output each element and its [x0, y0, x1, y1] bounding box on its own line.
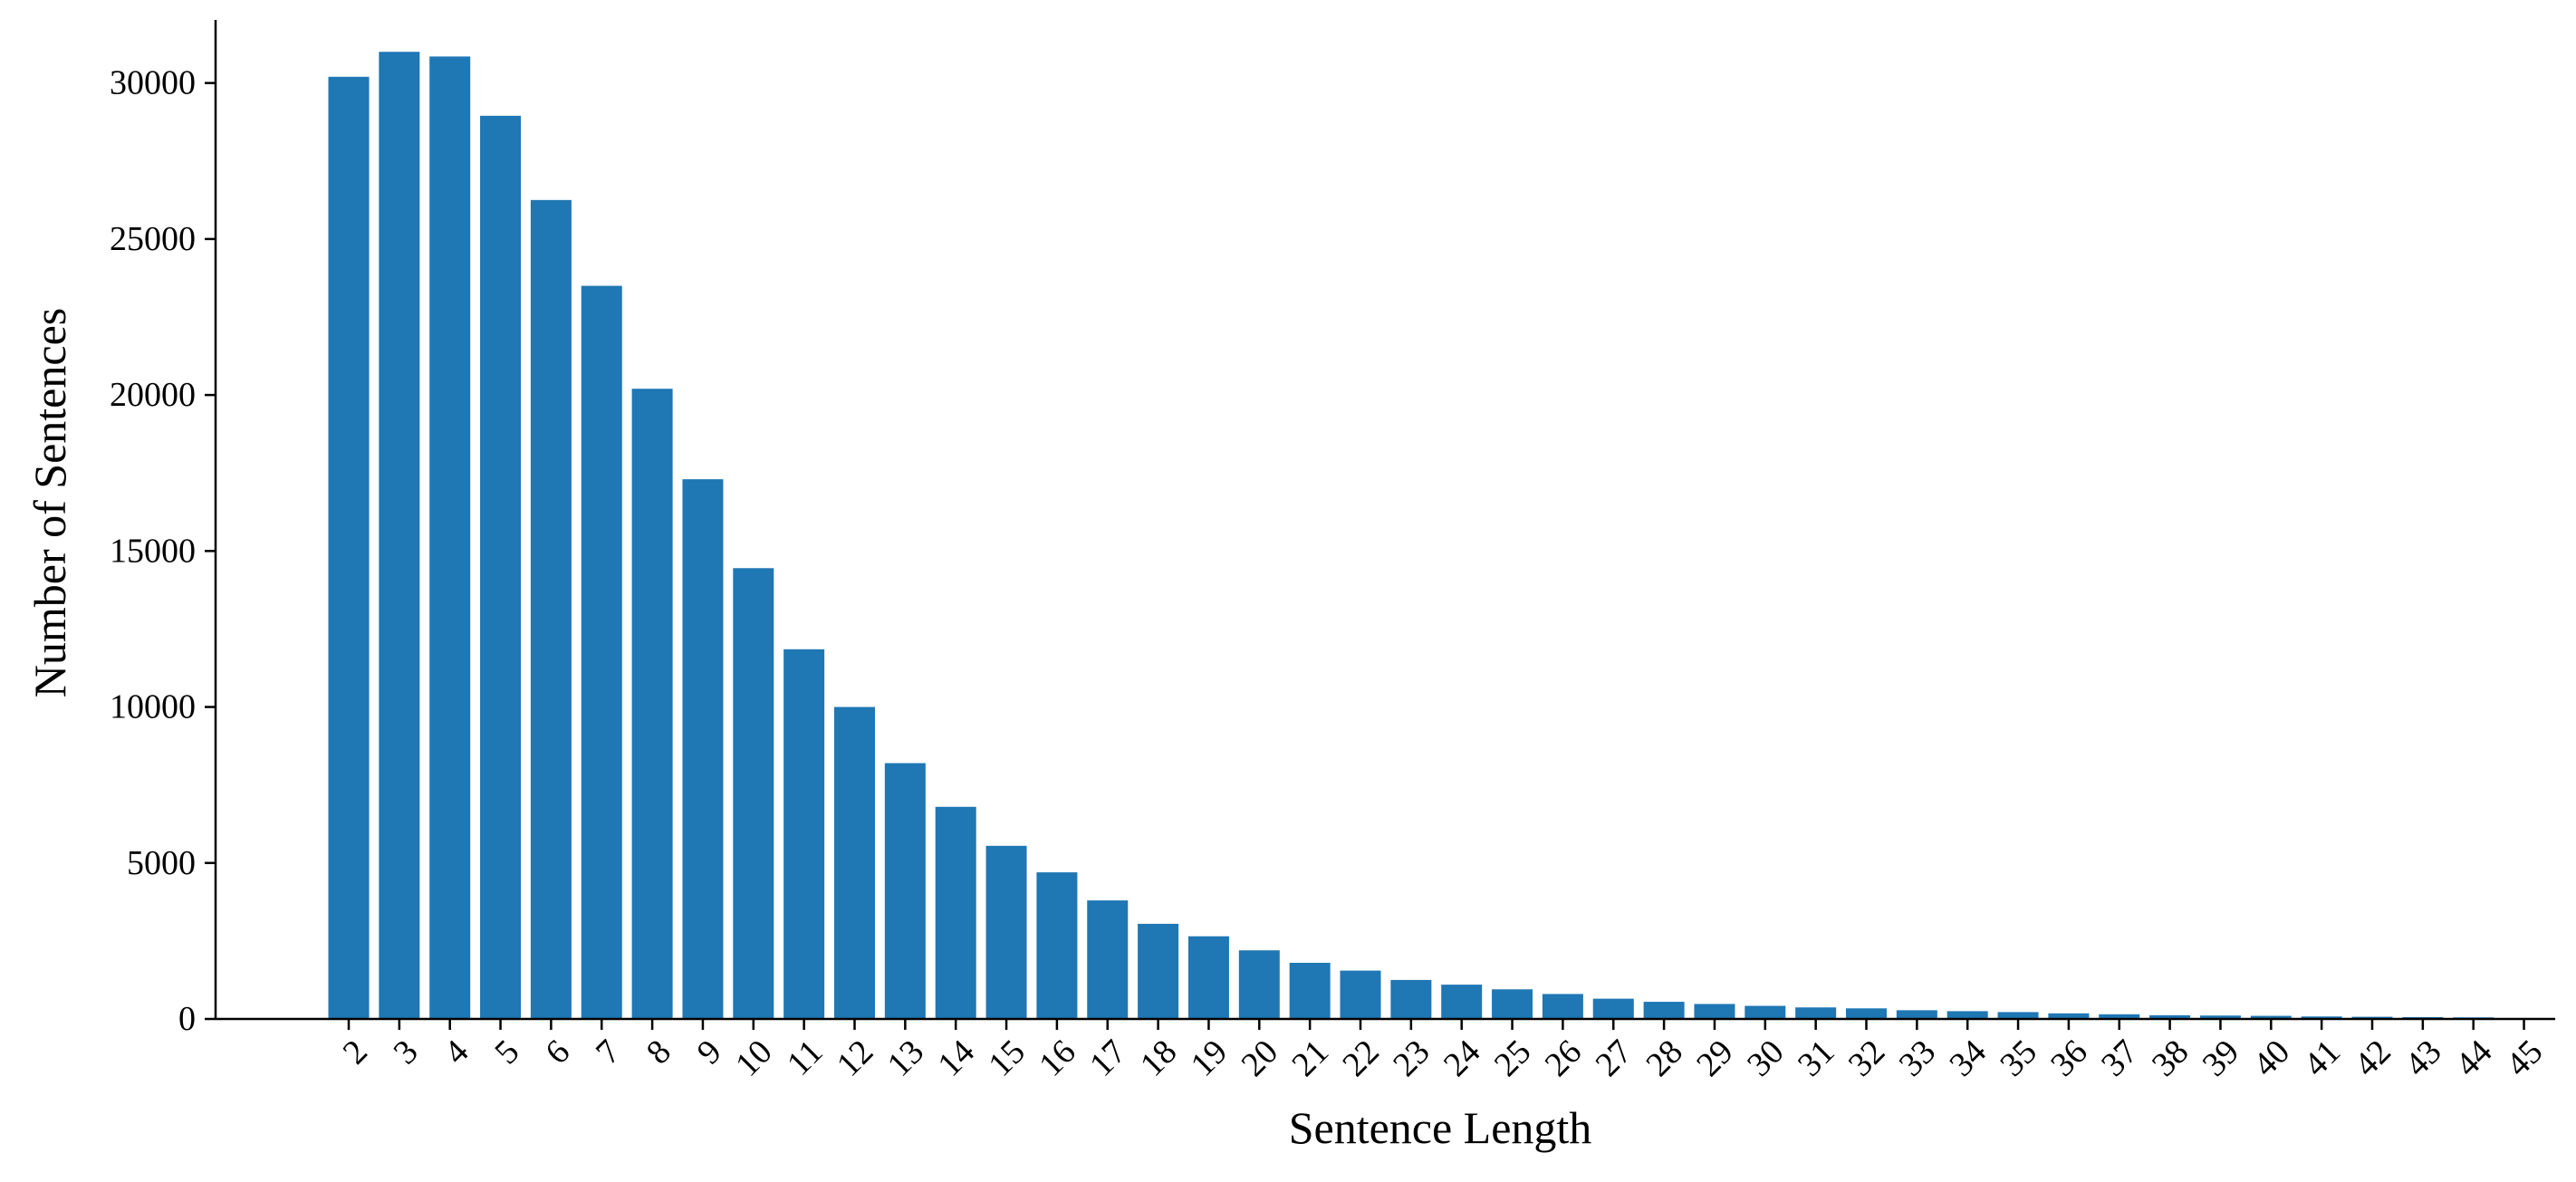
y-tick-label: 25000 [110, 220, 196, 258]
x-tick-label: 15 [981, 1033, 1033, 1084]
x-tick-label: 27 [1589, 1033, 1640, 1084]
bar-20 [1238, 950, 1280, 1019]
x-tick-label: 20 [1235, 1033, 1286, 1084]
bar-6 [530, 199, 572, 1019]
y-tick-label: 5000 [127, 844, 196, 882]
bar-26 [1542, 994, 1583, 1019]
y-axis: 0 5000 10000 15000 20000 25000 30000 [110, 20, 217, 1038]
x-tick-label: 10 [728, 1033, 780, 1084]
x-tick-label: 40 [2246, 1033, 2298, 1084]
x-tick-label: 12 [830, 1033, 881, 1084]
bar-13 [884, 763, 926, 1019]
y-tick-label: 30000 [110, 64, 196, 102]
bar-4 [429, 56, 471, 1019]
x-tick-label: 41 [2296, 1033, 2348, 1084]
x-tick-label: 5 [487, 1033, 526, 1071]
bar-18 [1138, 923, 1179, 1019]
bar-8 [631, 389, 673, 1020]
bar-9 [682, 479, 724, 1019]
bar-5 [480, 115, 522, 1019]
y-tick-label: 0 [178, 1000, 196, 1038]
bar-2 [328, 76, 370, 1019]
x-tick-label: 38 [2145, 1033, 2196, 1084]
bar-21 [1289, 963, 1331, 1019]
x-tick-label: 43 [2398, 1033, 2449, 1084]
bar-34 [1946, 1011, 1988, 1019]
x-tick-label: 34 [1942, 1033, 1994, 1084]
x-tick-label: 26 [1538, 1033, 1590, 1084]
bar-15 [985, 845, 1027, 1019]
bar-10 [733, 568, 774, 1019]
bar-3 [379, 52, 420, 1020]
bar-17 [1087, 900, 1129, 1019]
y-tick-label: 20000 [110, 376, 196, 414]
y-ticks: 0 5000 10000 15000 20000 25000 30000 [110, 64, 216, 1038]
bar-40 [2250, 1015, 2292, 1019]
x-tick-label: 19 [1184, 1033, 1235, 1084]
bar-7 [581, 285, 622, 1019]
x-tick-label: 33 [1892, 1033, 1944, 1084]
x-tick-label: 3 [387, 1033, 426, 1071]
x-tick-label: 14 [930, 1033, 982, 1084]
x-tick-label: 22 [1335, 1033, 1387, 1084]
x-tick-label: 4 [437, 1033, 476, 1071]
y-tick-label: 10000 [110, 688, 196, 726]
x-tick-label: 2 [336, 1033, 375, 1071]
bar-38 [2149, 1014, 2191, 1019]
bar-23 [1390, 979, 1432, 1019]
bar-30 [1745, 1005, 1786, 1019]
x-tick-label: 24 [1437, 1033, 1488, 1084]
bar-19 [1187, 936, 1229, 1019]
bar-39 [2199, 1015, 2241, 1019]
bar-29 [1694, 1004, 1735, 1019]
x-tick-label: 44 [2448, 1033, 2500, 1084]
bar-16 [1036, 872, 1078, 1019]
x-tick-label: 32 [1841, 1033, 1893, 1084]
x-tick-label: 8 [639, 1033, 678, 1071]
x-tick-label: 13 [880, 1033, 932, 1084]
bar-37 [2099, 1014, 2140, 1019]
y-axis-title: Number of Sentences [24, 308, 75, 697]
x-axis: 2 3 4 5 6 7 8 9 10 11 12 13 14 15 16 17 18 19 20 21 22 23 24 25… [216, 1017, 2556, 1084]
bar-24 [1441, 985, 1483, 1019]
x-tick-label: 31 [1791, 1033, 1842, 1084]
bars-group [328, 52, 2545, 1020]
x-tick-label: 39 [2196, 1033, 2247, 1084]
bar-32 [1846, 1008, 1887, 1019]
bar-35 [1997, 1012, 2039, 1019]
x-ticks: 2 3 4 5 6 7 8 9 10 11 12 13 14 15 16 17 18 19 20 21 22 23 24 25… [336, 1019, 2551, 1084]
bar-22 [1340, 970, 1381, 1019]
bar-14 [935, 806, 976, 1019]
bar-41 [2301, 1016, 2342, 1019]
x-tick-label: 18 [1133, 1033, 1185, 1084]
y-tick-label: 15000 [110, 532, 196, 570]
bar-36 [2048, 1013, 2090, 1019]
bar-27 [1592, 998, 1634, 1019]
bar-28 [1643, 1002, 1685, 1019]
x-tick-label: 36 [2043, 1033, 2095, 1084]
x-tick-label: 35 [1993, 1033, 2044, 1084]
bar-25 [1492, 989, 1533, 1019]
x-tick-label: 9 [690, 1033, 729, 1071]
x-tick-label: 25 [1487, 1033, 1539, 1084]
bar-33 [1896, 1010, 1937, 1019]
bar-31 [1795, 1007, 1837, 1019]
x-tick-label: 16 [1032, 1033, 1083, 1084]
bar-11 [783, 649, 825, 1019]
x-tick-label: 29 [1689, 1033, 1741, 1084]
x-tick-label: 37 [2094, 1033, 2146, 1084]
x-tick-label: 21 [1284, 1033, 1336, 1084]
x-axis-title: Sentence Length [1289, 1102, 1592, 1153]
bar-12 [834, 706, 875, 1019]
x-tick-label: 23 [1386, 1033, 1437, 1084]
x-tick-label: 11 [780, 1033, 831, 1083]
x-tick-label: 17 [1082, 1033, 1134, 1084]
x-tick-label: 7 [589, 1033, 628, 1071]
x-tick-label: 42 [2347, 1033, 2398, 1084]
x-tick-label: 6 [538, 1033, 577, 1071]
x-tick-label: 30 [1740, 1033, 1792, 1084]
x-tick-label: 45 [2499, 1033, 2551, 1084]
x-tick-label: 28 [1639, 1033, 1690, 1084]
